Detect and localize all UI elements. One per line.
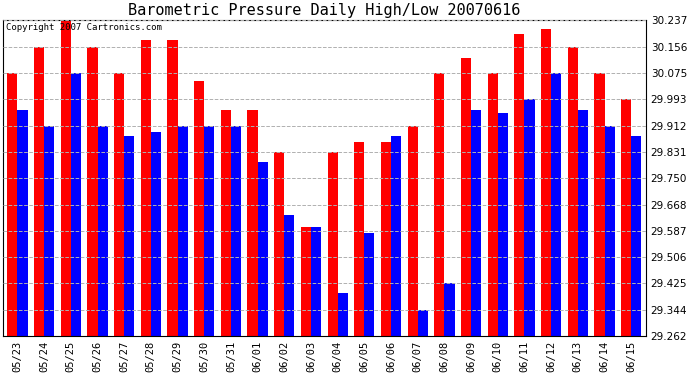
Bar bbox=[221, 110, 231, 336]
Bar bbox=[194, 81, 204, 336]
Bar bbox=[71, 73, 81, 336]
Bar bbox=[204, 126, 215, 336]
Bar bbox=[44, 126, 55, 336]
Bar bbox=[578, 110, 588, 336]
Bar bbox=[114, 73, 124, 336]
Bar bbox=[248, 110, 257, 336]
Bar bbox=[88, 46, 97, 336]
Bar bbox=[141, 40, 151, 336]
Bar bbox=[604, 126, 615, 336]
Bar bbox=[177, 126, 188, 336]
Bar bbox=[364, 233, 375, 336]
Bar bbox=[168, 40, 177, 336]
Bar bbox=[621, 99, 631, 336]
Bar bbox=[61, 20, 71, 336]
Bar bbox=[461, 58, 471, 336]
Bar bbox=[488, 73, 497, 336]
Text: Copyright 2007 Cartronics.com: Copyright 2007 Cartronics.com bbox=[6, 24, 162, 33]
Bar bbox=[284, 214, 295, 336]
Bar bbox=[524, 99, 535, 336]
Bar bbox=[471, 110, 481, 336]
Bar bbox=[551, 73, 561, 336]
Bar bbox=[444, 284, 455, 336]
Bar bbox=[568, 46, 578, 336]
Bar bbox=[8, 73, 17, 336]
Bar bbox=[408, 126, 417, 336]
Bar bbox=[337, 293, 348, 336]
Bar bbox=[257, 162, 268, 336]
Bar bbox=[301, 226, 311, 336]
Bar bbox=[417, 309, 428, 336]
Bar bbox=[328, 152, 337, 336]
Bar bbox=[391, 136, 401, 336]
Bar bbox=[631, 136, 641, 336]
Bar bbox=[17, 110, 28, 336]
Bar bbox=[354, 142, 364, 336]
Bar bbox=[34, 46, 44, 336]
Bar bbox=[124, 136, 135, 336]
Bar bbox=[434, 73, 444, 336]
Bar bbox=[497, 113, 508, 336]
Bar bbox=[594, 73, 604, 336]
Bar bbox=[151, 132, 161, 336]
Bar bbox=[97, 126, 108, 336]
Bar bbox=[311, 226, 321, 336]
Bar bbox=[541, 29, 551, 336]
Bar bbox=[381, 142, 391, 336]
Bar bbox=[274, 152, 284, 336]
Title: Barometric Pressure Daily High/Low 20070616: Barometric Pressure Daily High/Low 20070… bbox=[128, 3, 520, 18]
Bar bbox=[514, 34, 524, 336]
Bar bbox=[231, 126, 241, 336]
